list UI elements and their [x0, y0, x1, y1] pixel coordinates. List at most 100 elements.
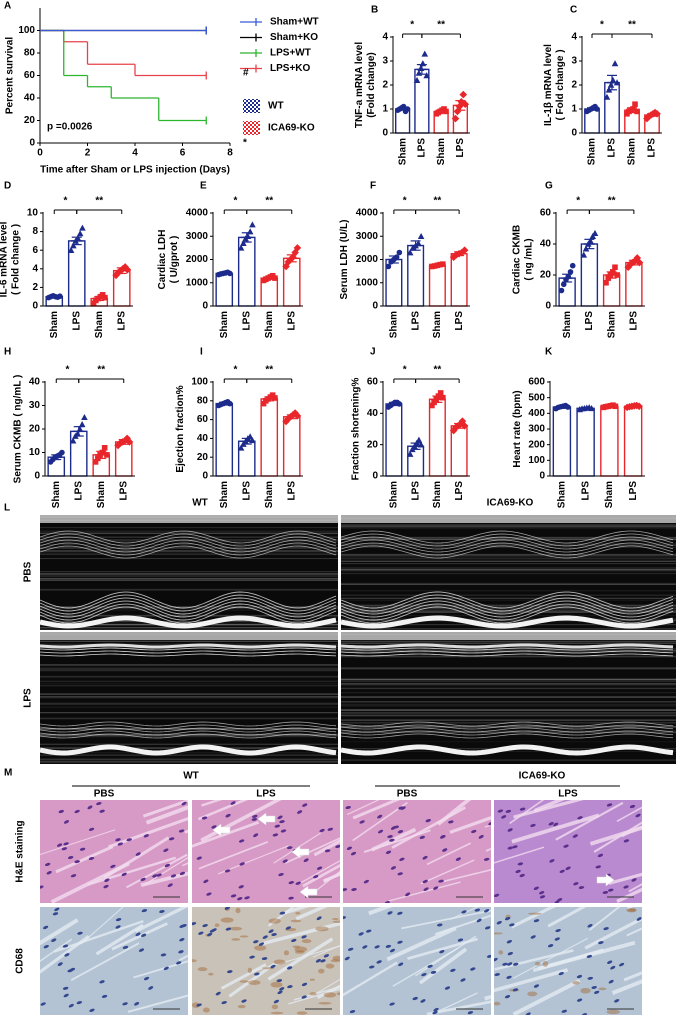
- panel-letter: I: [200, 347, 203, 358]
- y-tick-label: 2000: [186, 254, 209, 265]
- nucleus: [376, 960, 382, 964]
- fiber: [494, 968, 569, 993]
- nucleus: [390, 866, 397, 870]
- nucleus: [448, 820, 454, 824]
- fiber: [510, 907, 556, 929]
- echo-trace: [341, 730, 674, 736]
- cd68-stain: [626, 908, 637, 913]
- fiber: [494, 846, 545, 864]
- data-point: [560, 281, 567, 288]
- cd68-stain: [534, 961, 541, 966]
- nucleus: [285, 926, 292, 930]
- y-tick-label: 20: [24, 115, 36, 126]
- nucleus: [438, 879, 444, 883]
- fiber: [87, 856, 177, 886]
- nucleus: [494, 957, 498, 962]
- image-panel: [341, 632, 676, 764]
- nucleus: [77, 931, 83, 935]
- nucleus: [501, 815, 507, 819]
- column-header: LPS: [558, 789, 578, 800]
- arrow: [257, 812, 276, 826]
- nucleus: [533, 919, 540, 923]
- nucleus: [277, 990, 283, 995]
- x-tick-label: Sham: [604, 481, 615, 508]
- data-point: [282, 417, 290, 426]
- nucleus: [297, 810, 303, 814]
- nucleus: [422, 879, 428, 884]
- nucleus: [474, 908, 481, 912]
- nucleus: [576, 998, 583, 1002]
- y-tick-label: 20: [367, 439, 379, 450]
- nucleus: [587, 976, 594, 980]
- nucleus: [539, 895, 546, 899]
- nucleus: [141, 909, 148, 913]
- nucleus: [423, 887, 429, 892]
- fiber: [316, 984, 340, 999]
- x-tick-label: 4: [132, 148, 138, 159]
- y-tick-label: 0: [202, 301, 208, 312]
- nucleus: [631, 878, 637, 882]
- y-tick-label: 1: [571, 104, 577, 115]
- nucleus: [327, 827, 334, 831]
- cd68-stain: [270, 981, 283, 988]
- nucleus: [282, 859, 288, 863]
- x-tick-label: LPS: [410, 311, 421, 331]
- nucleus: [181, 801, 187, 806]
- nucleus: [419, 835, 425, 839]
- y-tick-label: 20: [197, 452, 209, 463]
- nucleus: [262, 935, 268, 939]
- x-tick-label: Sham: [389, 481, 400, 508]
- nucleus: [437, 923, 443, 927]
- nucleus: [63, 993, 69, 998]
- x-tick-label: LPS: [455, 138, 466, 158]
- nucleus: [316, 866, 323, 870]
- nucleus: [460, 978, 466, 982]
- data-point: [569, 262, 576, 269]
- data-point: [67, 246, 75, 253]
- cd68-stain: [292, 945, 301, 949]
- fiber: [125, 853, 188, 889]
- legend-label: LPS+WT: [270, 48, 311, 59]
- fiber: [228, 962, 277, 998]
- column-header: PBS: [397, 789, 418, 800]
- nucleus: [301, 935, 307, 939]
- fiber: [509, 800, 545, 825]
- y-axis-label: IL-1β mRNA level: [543, 44, 554, 126]
- nucleus: [433, 1007, 439, 1012]
- nucleus: [553, 822, 559, 827]
- nucleus: [576, 974, 583, 979]
- nucleus: [623, 885, 629, 889]
- nucleus: [211, 928, 217, 932]
- nucleus: [548, 822, 554, 826]
- group-header: ICA69-KO: [519, 771, 566, 782]
- fiber: [134, 907, 188, 933]
- nucleus: [358, 932, 364, 936]
- image-panel: [494, 800, 642, 903]
- fiber: [127, 994, 188, 1013]
- nucleus: [196, 1003, 202, 1007]
- bar: [450, 252, 468, 307]
- nucleus: [52, 912, 59, 916]
- y-tick-label: 0: [545, 301, 551, 312]
- fiber: [611, 979, 642, 995]
- nucleus: [227, 970, 233, 974]
- nucleus: [349, 1010, 356, 1014]
- nucleus: [230, 894, 237, 898]
- y-tick-label: 1: [382, 104, 388, 115]
- nucleus: [87, 805, 93, 810]
- nucleus: [561, 1009, 567, 1013]
- data-point: [459, 90, 468, 99]
- fiber: [512, 978, 581, 1015]
- fiber: [70, 942, 140, 982]
- data-point: [385, 263, 392, 270]
- column-header: LPS: [256, 789, 276, 800]
- y-tick-label: 0: [372, 471, 378, 482]
- nucleus: [581, 1013, 588, 1015]
- fiber: [201, 800, 223, 807]
- panel-letter: K: [545, 347, 553, 358]
- nucleus: [51, 938, 57, 942]
- nucleus: [253, 833, 259, 838]
- x-tick-label: Sham: [96, 481, 107, 508]
- nucleus: [494, 893, 500, 897]
- nucleus: [506, 939, 512, 944]
